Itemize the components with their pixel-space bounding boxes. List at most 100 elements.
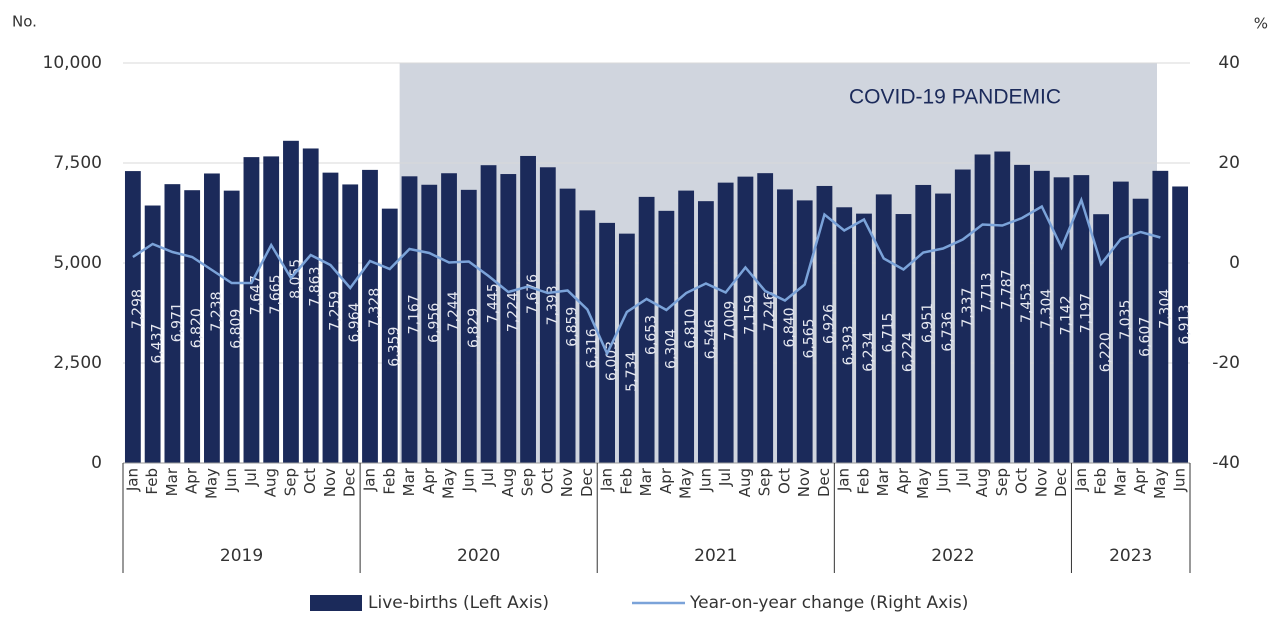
bar xyxy=(717,182,734,463)
bar xyxy=(559,188,576,463)
bar xyxy=(302,148,319,464)
x-tick-label: Aug xyxy=(262,468,280,497)
value-label: 6,224 xyxy=(900,332,916,372)
x-tick-label: Nov xyxy=(1032,468,1050,497)
bar xyxy=(1152,170,1169,463)
legend-label: Year-on-year change (Right Axis) xyxy=(689,593,968,613)
bar xyxy=(124,171,141,463)
bar xyxy=(1132,198,1149,463)
x-tick-label: Dec xyxy=(341,468,359,497)
x-tick-label: Apr xyxy=(183,467,201,494)
x-tick-label: Jun xyxy=(459,468,477,492)
bar xyxy=(1073,175,1090,463)
legend-swatch xyxy=(310,595,362,611)
value-label: 7,224 xyxy=(505,292,521,332)
x-tick-label: Sep xyxy=(756,468,774,496)
x-tick-label: Apr xyxy=(894,467,912,494)
x-tick-label: May xyxy=(1151,468,1169,499)
value-label: 6,220 xyxy=(1098,332,1114,372)
value-label: 7,665 xyxy=(268,274,284,314)
x-tick-label: Jan xyxy=(598,468,616,492)
value-label: 6,546 xyxy=(703,319,719,359)
x-group-label: 2023 xyxy=(1109,546,1152,566)
bar xyxy=(539,167,556,463)
x-tick-label: Mar xyxy=(637,467,655,496)
x-tick-label: Feb xyxy=(1092,468,1110,495)
value-label: 6,715 xyxy=(881,312,897,352)
x-tick-label: Mar xyxy=(1111,467,1129,496)
x-tick-label: Jan xyxy=(360,468,378,492)
value-label: 6,565 xyxy=(802,318,818,358)
x-tick-label: Dec xyxy=(578,468,596,497)
x-tick-label: May xyxy=(440,468,458,499)
bar xyxy=(441,173,457,464)
legend-label: Live-births (Left Axis) xyxy=(368,593,549,613)
x-tick-label: Apr xyxy=(657,467,675,494)
x-tick-label: Jul xyxy=(953,468,971,487)
y-tick-label: 0 xyxy=(91,453,102,473)
value-label: 7,238 xyxy=(209,291,225,331)
x-tick-label: Mar xyxy=(874,467,892,496)
bar xyxy=(322,172,339,463)
x-tick-label: Feb xyxy=(143,468,161,495)
value-label: 6,956 xyxy=(426,303,442,343)
x-tick-label: Jun xyxy=(696,468,714,492)
y2-tick-label: 20 xyxy=(1218,153,1240,173)
y-tick-label: 7,500 xyxy=(53,153,102,173)
bar xyxy=(1014,164,1030,463)
x-tick-label: Oct xyxy=(775,468,793,494)
y-tick-label: 2,500 xyxy=(53,353,102,373)
x-tick-label: Nov xyxy=(321,468,339,497)
x-tick-label: Feb xyxy=(617,468,635,495)
value-label: 6,964 xyxy=(347,302,363,342)
y2-tick-label: -20 xyxy=(1212,353,1240,373)
x-tick-label: Jan xyxy=(835,468,853,492)
x-tick-label: Jun xyxy=(222,468,240,492)
value-label: 6,859 xyxy=(565,307,581,347)
x-tick-label: Jul xyxy=(242,468,260,487)
y2-axis-label: % xyxy=(1254,15,1268,33)
value-label: 7,246 xyxy=(762,291,778,331)
line xyxy=(132,196,1161,357)
value-label: 7,167 xyxy=(407,294,423,334)
value-label: 6,359 xyxy=(387,327,403,367)
bar xyxy=(994,151,1011,463)
x-group-label: 2019 xyxy=(220,546,263,566)
value-label: 5,734 xyxy=(624,352,640,392)
x-group-label: 2022 xyxy=(931,546,974,566)
x-tick-label: Dec xyxy=(815,468,833,497)
bar xyxy=(856,213,872,463)
bar xyxy=(638,196,655,463)
value-label: 7,647 xyxy=(248,275,264,315)
x-tick-label: Jun xyxy=(934,468,952,492)
y-tick-label: 10,000 xyxy=(43,53,102,73)
value-label: 7,035 xyxy=(1118,300,1134,340)
bar xyxy=(342,184,359,463)
value-label: 7,304 xyxy=(1157,289,1173,329)
annotation: COVID-19 PANDEMIC xyxy=(849,86,1061,109)
x-tick-label: Jan xyxy=(123,468,141,492)
value-label: 7,787 xyxy=(999,270,1015,310)
x-tick-label: Mar xyxy=(163,467,181,496)
x-tick-label: Aug xyxy=(736,468,754,497)
value-label: 7,337 xyxy=(960,288,976,328)
x-tick-label: May xyxy=(914,468,932,499)
bar xyxy=(1112,181,1129,463)
x-tick-label: Oct xyxy=(538,468,556,494)
bar xyxy=(895,214,912,463)
value-label: 7,197 xyxy=(1078,293,1094,333)
x-tick-label: Oct xyxy=(301,468,319,494)
x-tick-label: Oct xyxy=(1013,468,1031,494)
value-label: 6,393 xyxy=(841,325,857,365)
bar xyxy=(757,173,774,463)
value-label: 6,840 xyxy=(782,307,798,347)
bar xyxy=(697,201,714,463)
bar xyxy=(500,174,517,464)
value-label: 7,259 xyxy=(327,291,343,331)
value-label: 7,009 xyxy=(723,301,739,341)
value-label: 6,304 xyxy=(663,329,679,369)
x-tick-label: Apr xyxy=(420,467,438,494)
value-label: 6,829 xyxy=(466,308,482,348)
value-label: 7,863 xyxy=(308,266,324,306)
bar xyxy=(381,208,398,463)
